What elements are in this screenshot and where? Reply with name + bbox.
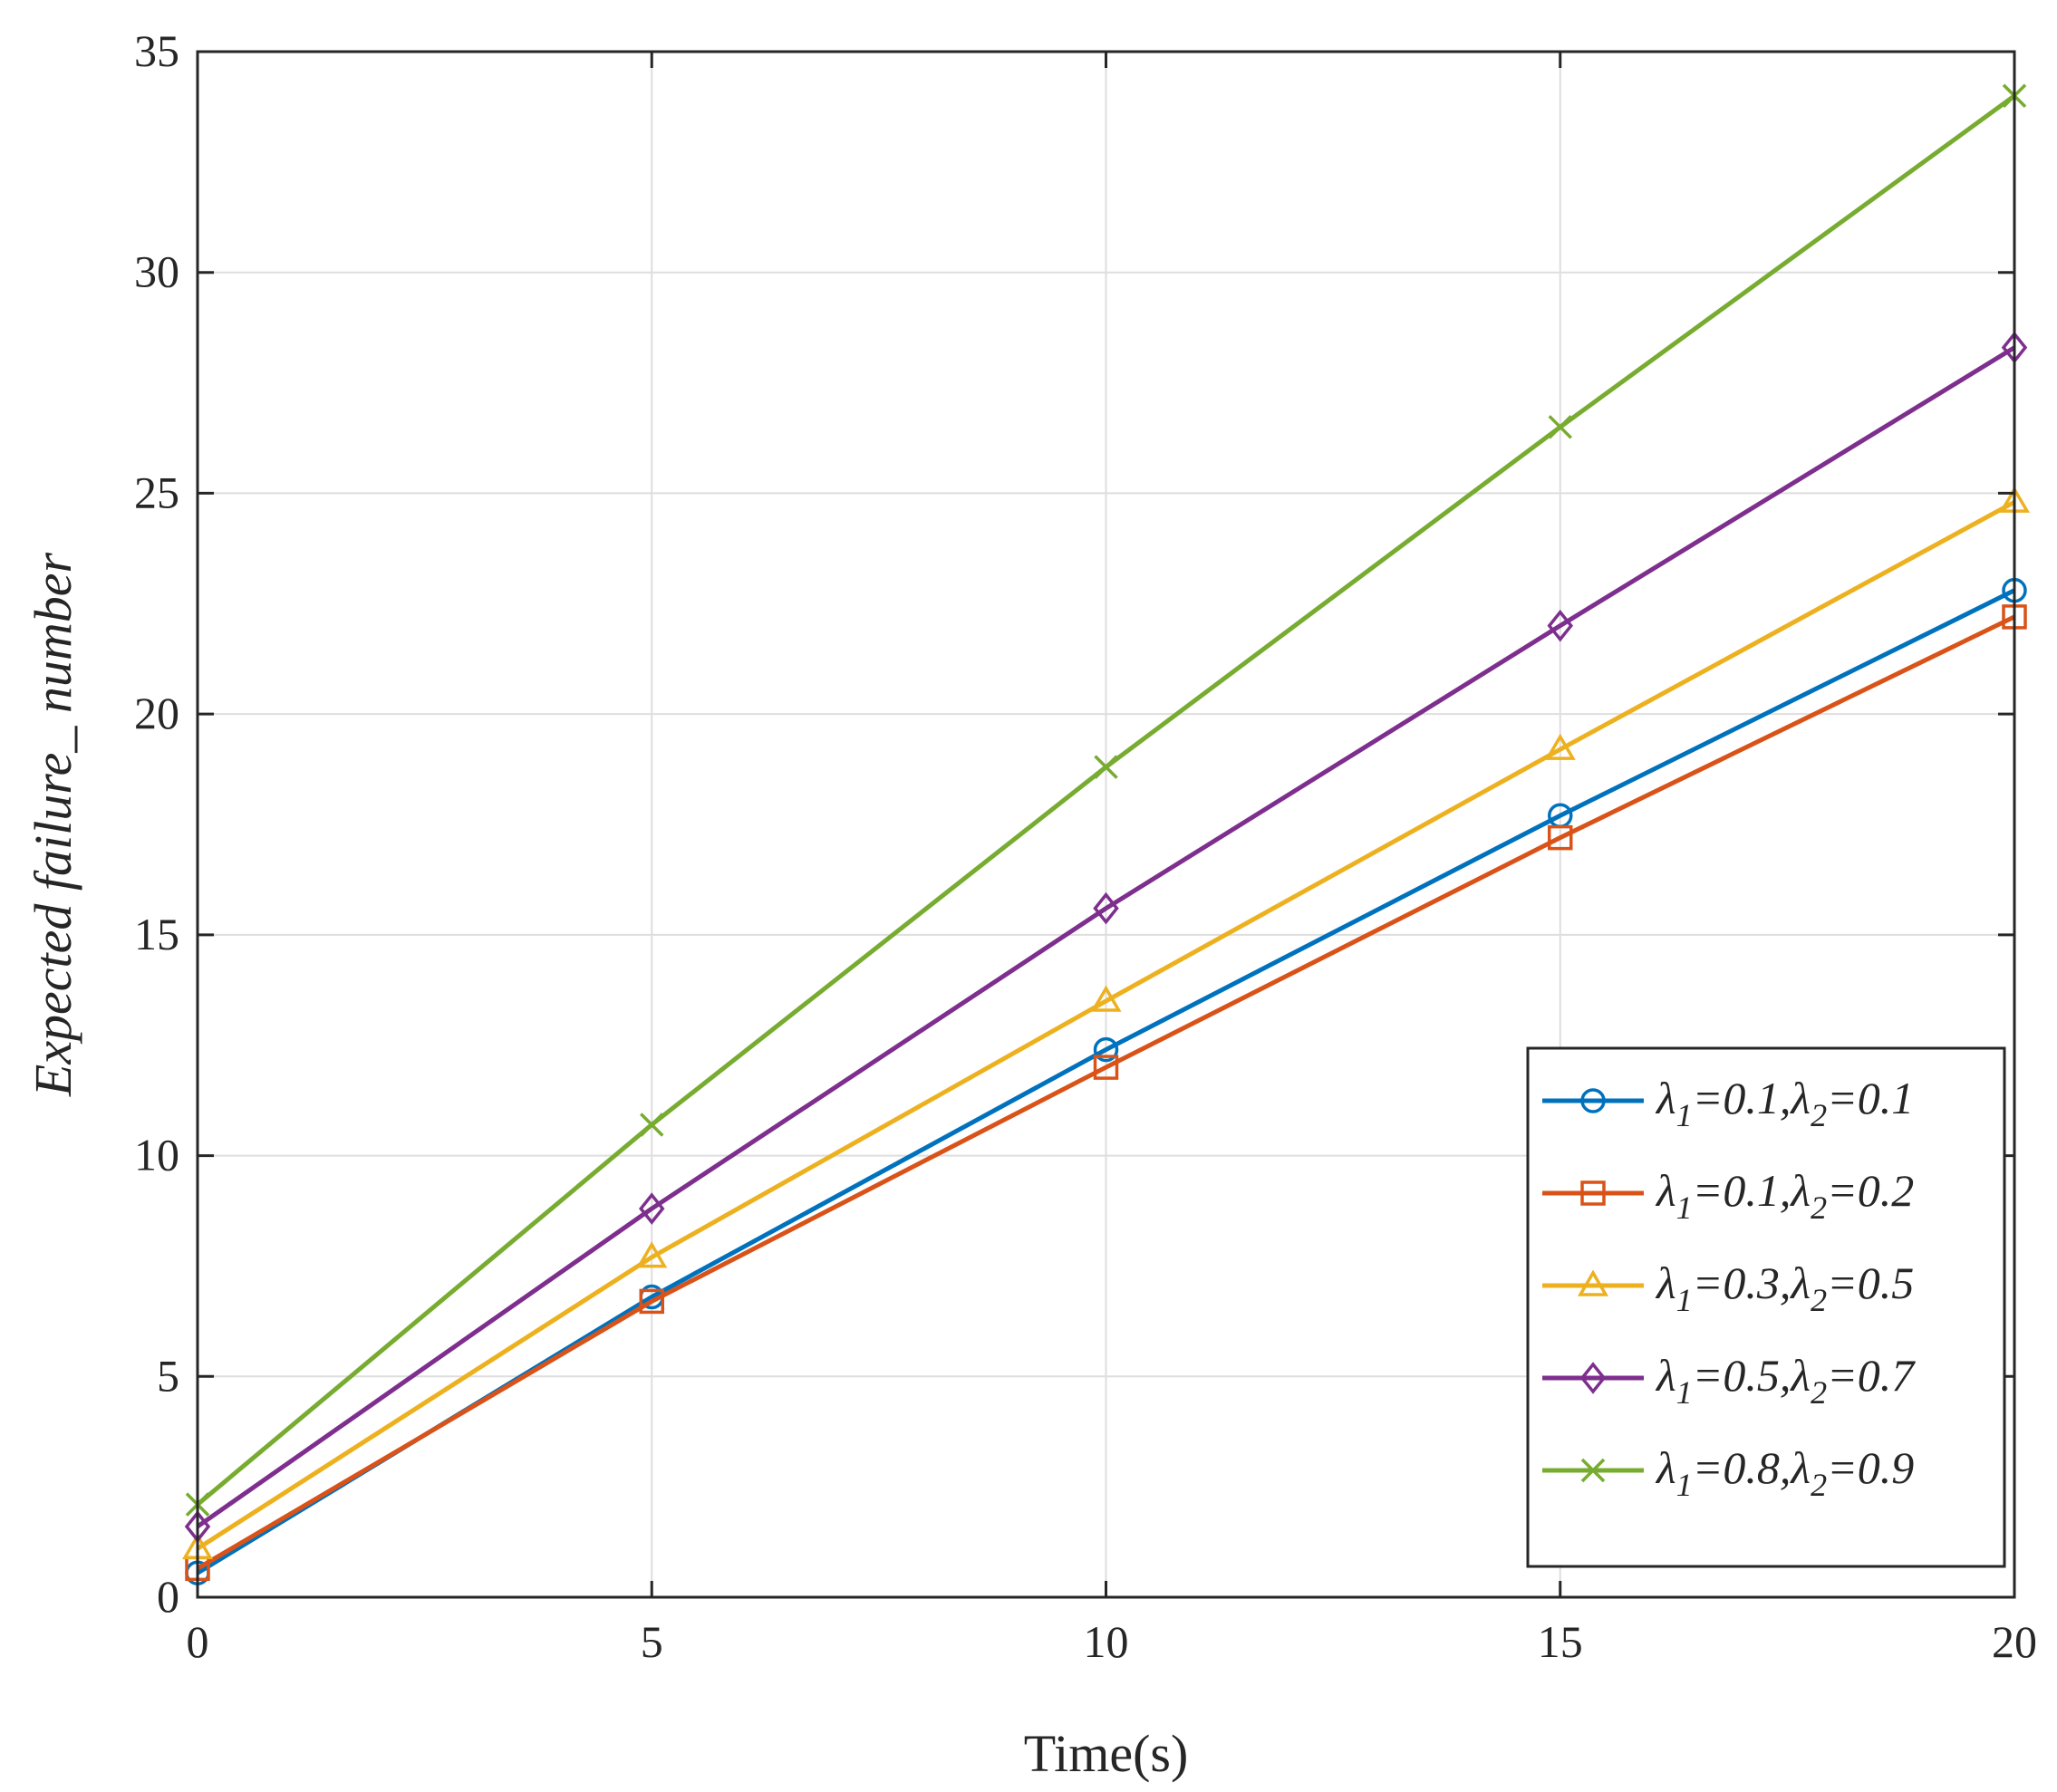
y-tick-label: 30 bbox=[134, 246, 179, 297]
data-point-marker bbox=[640, 1113, 664, 1137]
x-tick-label: 20 bbox=[1992, 1616, 2037, 1667]
data-point-marker bbox=[1093, 1036, 1119, 1063]
data-point-marker bbox=[1094, 755, 1118, 779]
axis-ticks: 0 5 10 15 20 0 5 10 15 20 25 30 35 bbox=[134, 25, 2037, 1667]
legend-entry: λ1=0.3,λ2=0.5 bbox=[1542, 1257, 1914, 1318]
legend-label: λ1=0.8,λ2=0.9 bbox=[1655, 1442, 1914, 1503]
series-group bbox=[185, 83, 2027, 1517]
legend-label: λ1=0.1,λ2=0.1 bbox=[1655, 1073, 1914, 1133]
data-point-marker bbox=[1547, 609, 1573, 642]
y-tick-label: 0 bbox=[157, 1571, 179, 1622]
data-point-marker bbox=[1579, 1362, 1607, 1394]
data-point-marker bbox=[1580, 1458, 1606, 1483]
series-line bbox=[196, 499, 2016, 1551]
x-axis-title: Time(s) bbox=[1024, 1724, 1189, 1783]
y-tick-label: 15 bbox=[134, 909, 179, 959]
x-tick-label: 10 bbox=[1084, 1616, 1129, 1667]
data-point-marker bbox=[1577, 1269, 1609, 1296]
series-group bbox=[184, 331, 2028, 1543]
data-point-marker bbox=[1580, 1088, 1606, 1113]
data-point-marker bbox=[639, 1288, 664, 1315]
y-axis-title: Expected failure_ number bbox=[24, 552, 82, 1097]
data-point-marker bbox=[1548, 415, 1572, 439]
legend-entry: λ1=0.8,λ2=0.9 bbox=[1542, 1442, 1914, 1503]
data-point-marker bbox=[1093, 1055, 1119, 1080]
legend-label: λ1=0.5,λ2=0.7 bbox=[1655, 1350, 1916, 1411]
legend-entry: λ1=0.5,λ2=0.7 bbox=[1542, 1350, 1916, 1411]
series-group bbox=[181, 486, 2031, 1560]
x-tick-label: 0 bbox=[187, 1616, 209, 1667]
legend-entry: λ1=0.1,λ2=0.2 bbox=[1542, 1165, 1914, 1226]
data-point-marker bbox=[1580, 1180, 1606, 1206]
legend-label: λ1=0.3,λ2=0.5 bbox=[1655, 1257, 1914, 1318]
x-tick-label: 5 bbox=[641, 1616, 663, 1667]
data-point-marker bbox=[636, 1241, 668, 1268]
x-tick-label: 15 bbox=[1538, 1616, 1583, 1667]
series-line bbox=[196, 614, 2016, 1571]
y-tick-label: 20 bbox=[134, 688, 179, 738]
legend-label: λ1=0.1,λ2=0.2 bbox=[1655, 1165, 1914, 1226]
data-point-marker bbox=[1544, 733, 1576, 760]
data-point-marker bbox=[1093, 891, 1119, 925]
data-point-marker bbox=[1548, 824, 1573, 851]
series-line bbox=[196, 345, 2016, 1529]
data-point-marker bbox=[639, 1192, 665, 1225]
y-tick-label: 10 bbox=[134, 1130, 179, 1180]
legend-box bbox=[1526, 1046, 2006, 1568]
y-tick-label: 35 bbox=[134, 25, 179, 76]
y-tick-label: 5 bbox=[157, 1350, 179, 1401]
y-tick-label: 25 bbox=[134, 467, 179, 517]
legend-entry: λ1=0.1,λ2=0.1 bbox=[1542, 1073, 1914, 1133]
data-point-marker bbox=[1090, 985, 1122, 1012]
legend: λ1=0.1,λ2=0.1 λ1=0.1,λ2=0.2 λ1=0.3,λ2=0.5 λ… bbox=[1526, 1046, 2006, 1568]
